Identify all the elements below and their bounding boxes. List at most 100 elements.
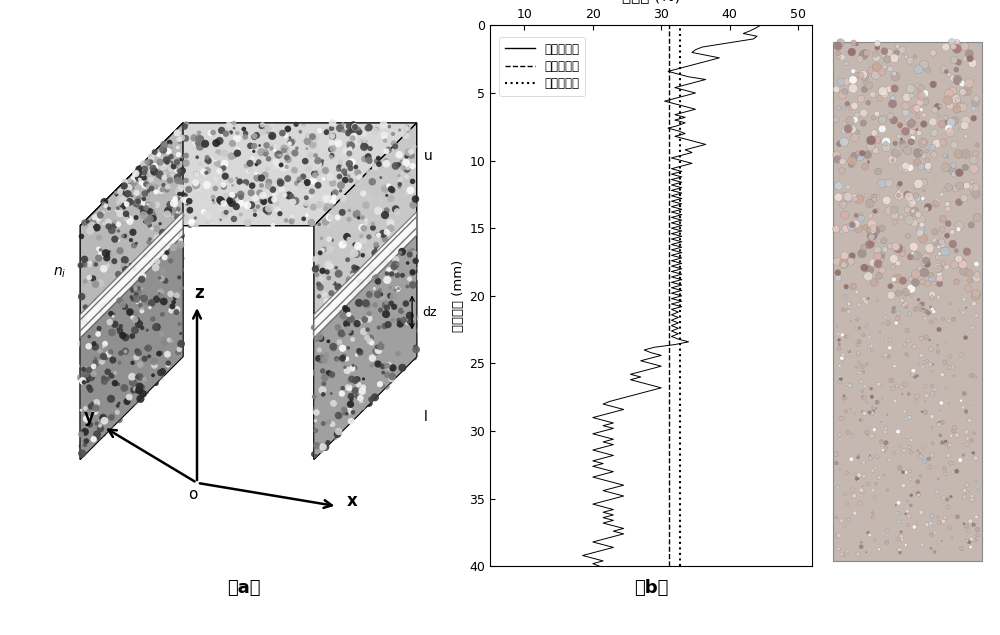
Point — [105, 327, 121, 337]
Point — [88, 296, 104, 306]
Point — [878, 142, 894, 152]
Point — [851, 368, 867, 378]
Point — [879, 537, 895, 547]
Point — [394, 271, 410, 281]
Point — [966, 520, 982, 530]
Point — [342, 133, 358, 144]
Point — [173, 154, 189, 164]
Point — [282, 133, 298, 143]
Point — [136, 168, 152, 178]
Point — [358, 320, 374, 330]
Point — [192, 134, 208, 144]
Point — [364, 338, 380, 348]
Point — [959, 487, 975, 497]
Point — [163, 336, 179, 346]
Point — [857, 381, 873, 391]
Point — [916, 119, 932, 130]
Point — [133, 170, 149, 180]
Point — [153, 368, 169, 378]
Point — [137, 293, 153, 304]
Point — [934, 370, 950, 380]
Point — [156, 255, 172, 265]
Point — [866, 277, 882, 287]
Point — [73, 405, 89, 415]
Point — [864, 408, 880, 418]
Point — [932, 279, 948, 289]
Point — [166, 198, 182, 208]
Point — [924, 274, 940, 284]
Point — [89, 398, 105, 408]
Point — [952, 181, 968, 191]
Point — [935, 214, 951, 224]
Point — [107, 319, 123, 330]
Point — [902, 466, 918, 476]
Point — [318, 127, 334, 137]
Point — [874, 335, 890, 345]
Point — [144, 166, 160, 177]
Point — [308, 407, 324, 417]
Point — [939, 199, 955, 209]
Point — [956, 120, 972, 130]
Point — [381, 181, 397, 191]
Point — [321, 364, 337, 374]
Point — [946, 422, 962, 432]
Point — [349, 350, 365, 360]
Point — [170, 175, 186, 185]
Point — [405, 200, 421, 210]
Point — [830, 192, 846, 202]
Point — [154, 367, 170, 377]
Point — [879, 538, 895, 548]
Point — [946, 170, 962, 180]
Point — [882, 343, 898, 353]
Point — [347, 122, 363, 132]
Point — [168, 215, 184, 225]
Point — [371, 244, 387, 254]
Point — [317, 166, 333, 176]
Point — [370, 290, 386, 300]
Point — [927, 236, 943, 246]
Point — [941, 523, 957, 533]
Point — [125, 285, 141, 295]
Point — [307, 133, 323, 144]
Point — [154, 368, 170, 378]
Point — [76, 377, 92, 387]
Point — [969, 272, 985, 283]
Point — [229, 133, 245, 144]
Point — [374, 360, 390, 370]
Point — [969, 525, 985, 535]
Point — [892, 545, 908, 555]
Point — [305, 218, 321, 228]
Point — [345, 360, 361, 370]
Point — [134, 382, 150, 392]
Point — [870, 258, 886, 269]
Point — [363, 326, 379, 336]
Point — [880, 526, 896, 536]
Point — [940, 502, 956, 512]
Point — [159, 157, 175, 167]
Point — [892, 178, 908, 189]
Point — [128, 290, 144, 300]
Point — [248, 168, 264, 178]
Point — [108, 188, 124, 198]
Point — [375, 352, 391, 362]
Point — [78, 432, 94, 443]
Point — [945, 467, 961, 477]
Point — [214, 164, 230, 174]
Point — [400, 162, 416, 172]
Point — [174, 166, 190, 176]
Point — [326, 189, 342, 199]
Point — [888, 500, 904, 510]
Point — [81, 331, 97, 342]
Point — [830, 52, 846, 62]
Point — [116, 336, 132, 346]
Point — [966, 104, 982, 114]
Point — [956, 519, 972, 529]
Point — [345, 407, 361, 417]
Point — [169, 232, 185, 242]
Point — [323, 389, 339, 399]
Point — [143, 331, 159, 341]
Point — [191, 128, 207, 138]
Point — [155, 300, 171, 311]
Point — [913, 333, 929, 344]
Point — [145, 163, 161, 173]
